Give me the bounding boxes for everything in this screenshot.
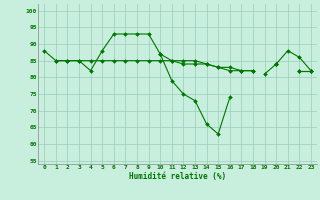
- X-axis label: Humidité relative (%): Humidité relative (%): [129, 172, 226, 181]
